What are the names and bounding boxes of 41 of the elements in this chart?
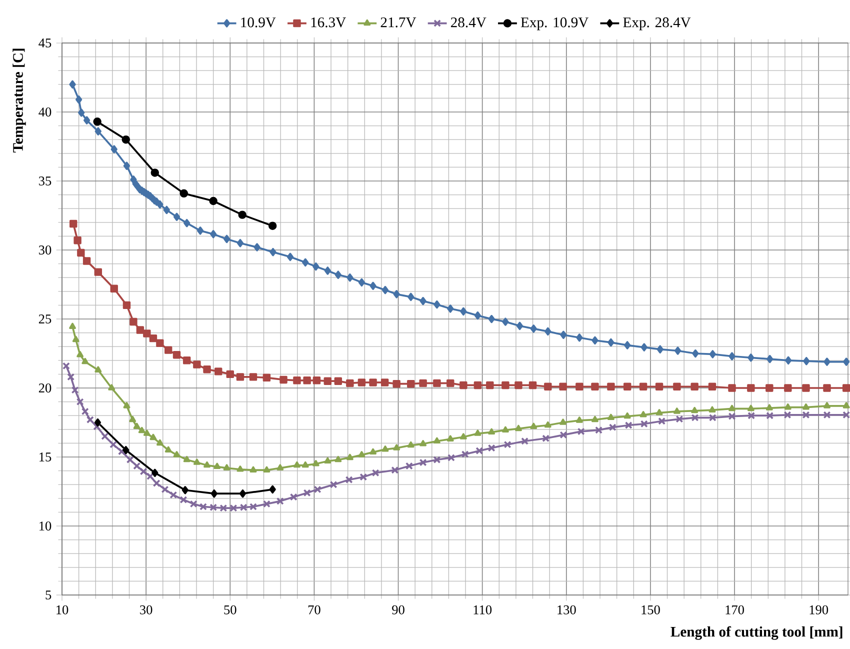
y-tick-label: 15 [40, 452, 52, 462]
y-tick-label: 10 [40, 522, 52, 530]
legend-label: 28.4V [450, 17, 486, 28]
x-tick-label: 90 [392, 605, 404, 614]
point [239, 489, 246, 498]
y-tick-label: 25 [38, 314, 52, 324]
x-tick-label: 50 [224, 605, 236, 614]
x-tick-label: 170 [726, 605, 744, 614]
point [268, 222, 277, 230]
x-tick-label: 70 [308, 605, 320, 614]
point [209, 196, 218, 206]
x-axis-title: Length of cutting tool [mm] [670, 626, 842, 640]
y-tick-label: 45 [38, 38, 52, 48]
point [152, 468, 158, 477]
x-tick-label: 190 [810, 605, 828, 614]
x-tick-label: 150 [642, 605, 660, 614]
legend-label: Exp. 10.9V [520, 17, 589, 30]
point [93, 118, 102, 126]
point [238, 210, 246, 219]
legend-label: 21.7V [380, 17, 416, 28]
point [94, 418, 102, 427]
y-tick-label: 20 [38, 384, 52, 392]
point [122, 135, 130, 144]
legend-label: 10.9V [241, 17, 276, 28]
point [150, 168, 160, 177]
x-tick-label: 30 [140, 605, 152, 614]
point [269, 485, 276, 494]
y-tick-label: 40 [38, 108, 52, 116]
y-tick-label: 5 [46, 590, 52, 600]
point [180, 189, 188, 198]
point [182, 486, 188, 494]
x-tick-label: 10 [56, 605, 68, 614]
y-tick-label: 30 [39, 246, 52, 254]
x-tick-label: 110 [474, 605, 492, 614]
point [122, 446, 130, 454]
legend-label: Exp. 28.4V [623, 17, 691, 30]
x-tick-label: 130 [558, 605, 576, 614]
y-tick-label: 35 [39, 176, 52, 186]
y-axis-title: Temperature [C] [12, 48, 26, 153]
point [210, 489, 218, 498]
legend-label: 16.3V [311, 17, 346, 28]
